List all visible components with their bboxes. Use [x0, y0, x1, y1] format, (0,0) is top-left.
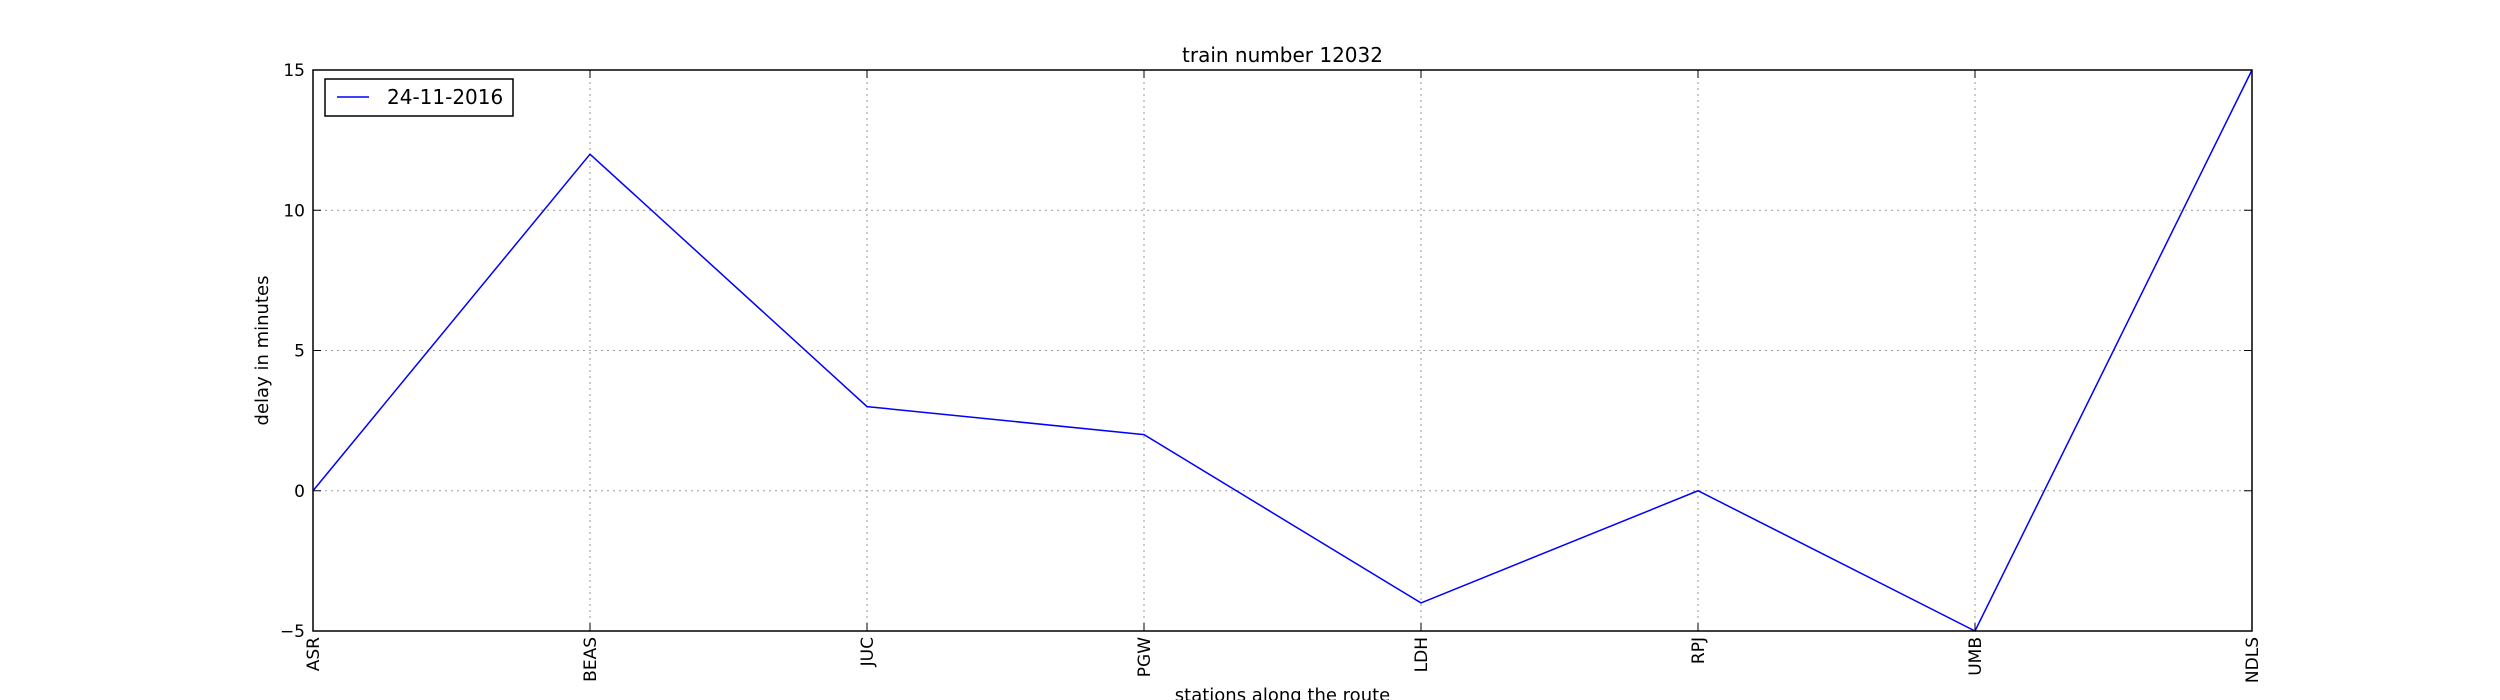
series-line-1	[312, 69, 2253, 633]
y-tick-label: 10	[283, 201, 305, 221]
y-axis-label: delay in minutes	[252, 276, 273, 426]
tick-marks	[312, 69, 2253, 632]
x-tick-labels: ASR BEAS JUC PGW LDH RPJ UMB NDLS	[304, 637, 2263, 683]
legend-label-series-1: 24-11-2016	[387, 85, 503, 109]
x-tick-label: BEAS	[581, 637, 601, 682]
y-tick-labels: −5 0 5 10 15	[280, 61, 305, 642]
y-tick-label: 15	[283, 61, 305, 81]
series-layer	[312, 69, 2253, 633]
x-tick-label: LDH	[1412, 637, 1432, 672]
chart-title: train number 12032	[1182, 43, 1383, 67]
x-tick-label: PGW	[1135, 637, 1155, 677]
x-tick-label: NDLS	[2243, 637, 2263, 683]
x-tick-label: RPJ	[1689, 637, 1709, 664]
y-tick-label: 5	[294, 342, 305, 362]
x-axis-label: stations along the route	[1175, 685, 1390, 700]
plot-frame	[312, 69, 2253, 632]
x-tick-label: JUC	[858, 637, 878, 667]
legend: 24-11-2016	[324, 78, 514, 117]
x-tick-label: ASR	[304, 637, 324, 671]
x-tick-label: UMB	[1966, 637, 1986, 676]
y-tick-label: 0	[294, 482, 305, 502]
grid-lines	[312, 69, 2253, 632]
y-tick-label: −5	[280, 622, 305, 642]
